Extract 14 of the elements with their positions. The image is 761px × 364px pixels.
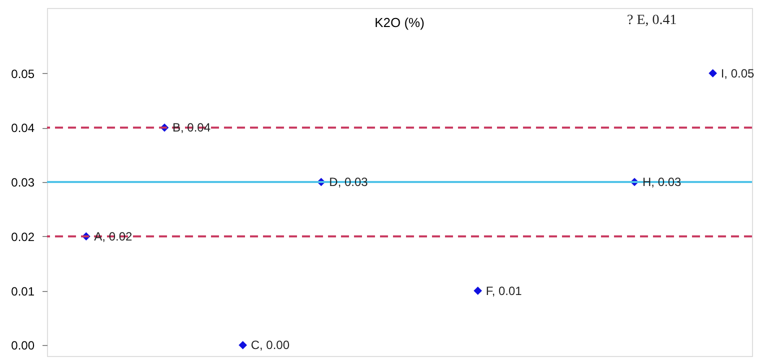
y-tick-label: 0.04 (11, 121, 35, 136)
text: K2O (%) (374, 15, 424, 30)
y-tick-label: 0.01 (11, 284, 35, 298)
data-label: C, 0.00 (250, 338, 290, 352)
data-label: F, 0.01 (486, 284, 522, 298)
y-tick-label: 0.00 (11, 338, 35, 353)
point (708, 69, 718, 78)
annotation: ? E, 0.41 (627, 13, 677, 28)
data-label: I, 0.05 (720, 66, 755, 80)
y-tick-label: 0.05 (11, 66, 35, 81)
y-tick-label: 0.03 (11, 176, 35, 190)
point (474, 286, 482, 295)
y-tick-label: 0.02 (11, 230, 35, 244)
point (238, 340, 248, 350)
